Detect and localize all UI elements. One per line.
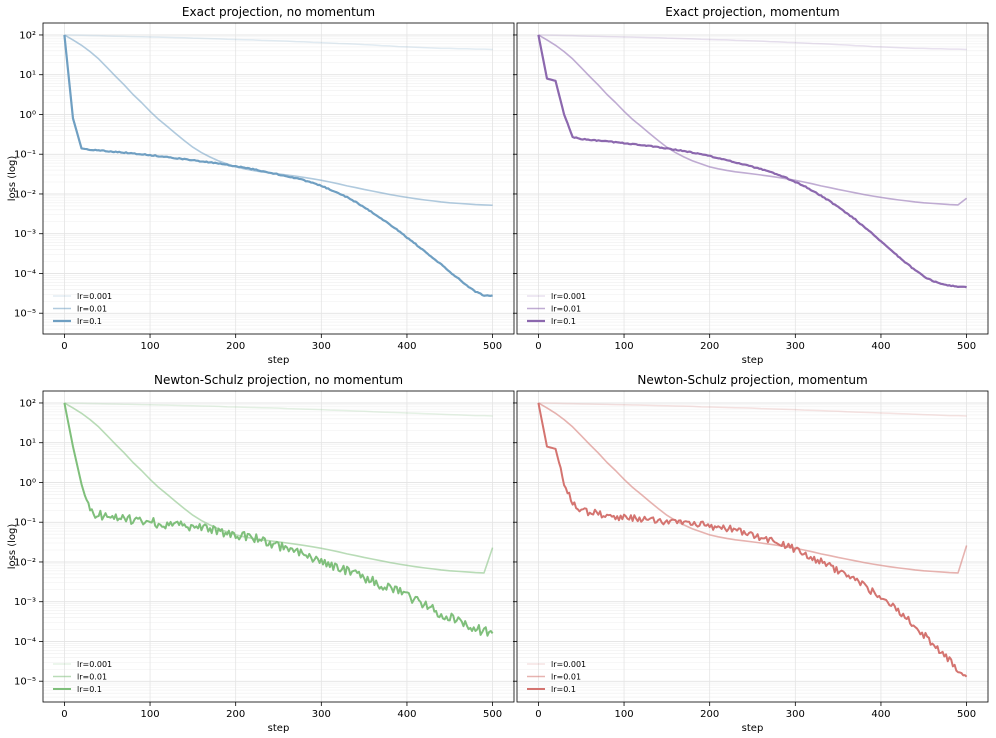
series-group xyxy=(537,34,968,289)
legend: lr=0.001 lr=0.01 lr=0.1 xyxy=(527,660,586,694)
legend-label: lr=0.01 xyxy=(77,305,107,314)
series-line-lr-0-01 xyxy=(538,34,968,206)
series-line-lr-0-1 xyxy=(63,34,493,297)
legend-label: lr=0.001 xyxy=(551,660,586,669)
grid xyxy=(43,22,514,335)
series-group xyxy=(537,402,968,678)
x-tick-label: 300 xyxy=(786,709,805,720)
panel-exact-no-momentum: Exact projection, no momentum step loss … xyxy=(7,5,515,366)
series-line-lr-0-01 xyxy=(64,34,493,207)
x-tick-label: 400 xyxy=(397,709,416,720)
series-line-lr-0-001 xyxy=(64,402,493,417)
x-axis-label: step xyxy=(268,355,290,366)
y-tick-label: 10¹ xyxy=(19,70,36,81)
series-group xyxy=(63,402,494,637)
x-tick-label: 400 xyxy=(871,341,890,352)
legend-label: lr=0.1 xyxy=(77,317,102,326)
y-tick-label: 10² xyxy=(19,398,36,409)
x-axis-label: step xyxy=(742,723,764,734)
grid xyxy=(517,22,988,335)
series-line-lr-0-1 xyxy=(537,34,967,289)
panel-newton-schulz-no-momentum: Newton-Schulz projection, no momentum st… xyxy=(7,373,515,734)
x-tick-label: 100 xyxy=(614,709,633,720)
series-line-lr-0-001 xyxy=(538,34,967,51)
legend-label: lr=0.001 xyxy=(551,292,586,301)
y-tick-label: 10¹ xyxy=(19,438,36,449)
legend-label: lr=0.001 xyxy=(77,292,112,301)
y-tick-label: 10⁻¹ xyxy=(14,518,36,529)
legend: lr=0.001 lr=0.01 lr=0.1 xyxy=(53,292,112,326)
axes-frame xyxy=(42,390,515,703)
legend-label: lr=0.01 xyxy=(551,673,581,682)
legend-label: lr=0.001 xyxy=(77,660,112,669)
x-tick-label: 400 xyxy=(871,709,890,720)
x-tick-label: 0 xyxy=(61,341,67,352)
x-tick-label: 100 xyxy=(140,341,159,352)
grid xyxy=(517,390,988,703)
series-line-lr-0-01 xyxy=(538,402,968,574)
legend-label: lr=0.1 xyxy=(551,317,576,326)
axes-frame xyxy=(516,22,989,335)
axes-frame xyxy=(516,390,989,703)
x-tick-label: 0 xyxy=(61,709,67,720)
x-tick-label: 300 xyxy=(312,341,331,352)
x-tick-label: 0 xyxy=(535,341,541,352)
x-tick-label: 200 xyxy=(700,709,719,720)
legend-label: lr=0.01 xyxy=(77,673,107,682)
x-tick-label: 100 xyxy=(140,709,159,720)
panel-title: Newton-Schulz projection, momentum xyxy=(637,373,867,387)
panel-title: Exact projection, momentum xyxy=(665,5,839,19)
x-tick-label: 300 xyxy=(786,341,805,352)
x-tick-label: 500 xyxy=(483,341,502,352)
x-tick-label: 300 xyxy=(312,709,331,720)
x-axis-label: step xyxy=(268,723,290,734)
series-line-lr-0-001 xyxy=(64,34,493,51)
legend-label: lr=0.1 xyxy=(77,685,102,694)
legend-label: lr=0.01 xyxy=(551,305,581,314)
y-tick-label: 10⁻⁵ xyxy=(14,677,36,688)
y-tick-label: 10⁻⁴ xyxy=(14,269,36,280)
x-tick-label: 200 xyxy=(700,341,719,352)
y-tick-label: 10⁻³ xyxy=(14,229,36,240)
panel-title: Newton-Schulz projection, no momentum xyxy=(154,373,403,387)
y-tick-label: 10⁰ xyxy=(19,478,36,489)
legend: lr=0.001 lr=0.01 lr=0.1 xyxy=(53,660,112,694)
series-line-lr-0-1 xyxy=(537,402,968,678)
x-axis-label: step xyxy=(742,355,764,366)
x-tick-label: 100 xyxy=(614,341,633,352)
y-tick-label: 10⁻⁴ xyxy=(14,637,36,648)
panel-title: Exact projection, no momentum xyxy=(182,5,375,19)
x-tick-label: 500 xyxy=(957,341,976,352)
x-tick-label: 0 xyxy=(535,709,541,720)
series-group xyxy=(63,34,493,297)
panel-exact-momentum: Exact projection, momentum step 0 100 200 3… xyxy=(513,5,989,366)
axes-frame xyxy=(42,22,515,335)
x-tick-label: 500 xyxy=(957,709,976,720)
y-tick-label: 10² xyxy=(19,30,36,41)
y-tick-label: 10⁻² xyxy=(14,189,36,200)
y-axis-label: loss (log) xyxy=(7,524,18,570)
x-tick-label: 200 xyxy=(226,341,245,352)
y-tick-label: 10⁻¹ xyxy=(14,150,36,161)
series-line-lr-0-1 xyxy=(63,402,494,637)
x-tick-label: 400 xyxy=(397,341,416,352)
legend: lr=0.001 lr=0.01 lr=0.1 xyxy=(527,292,586,326)
y-tick-label: 10⁻⁵ xyxy=(14,309,36,320)
x-tick-label: 500 xyxy=(483,709,502,720)
series-line-lr-0-001 xyxy=(538,402,967,417)
grid xyxy=(43,390,514,703)
y-axis-label: loss (log) xyxy=(7,156,18,202)
x-tick-label: 200 xyxy=(226,709,245,720)
y-tick-label: 10⁻² xyxy=(14,557,36,568)
panel-newton-schulz-momentum: Newton-Schulz projection, momentum step … xyxy=(513,373,989,734)
y-tick-label: 10⁰ xyxy=(19,110,36,121)
y-tick-label: 10⁻³ xyxy=(14,597,36,608)
legend-label: lr=0.1 xyxy=(551,685,576,694)
